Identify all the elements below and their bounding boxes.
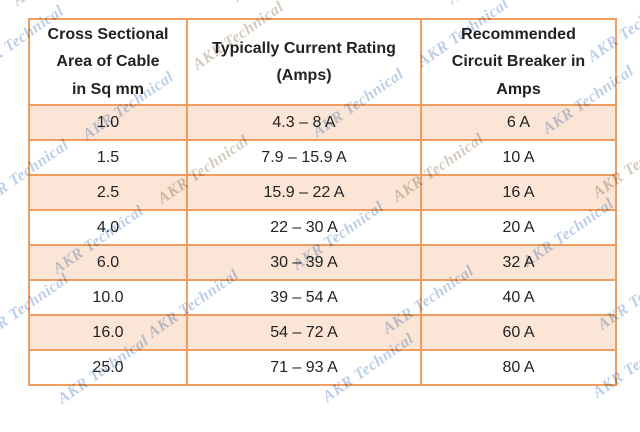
rating-cell: 15.9 – 22 A <box>186 174 422 211</box>
rating-cell: 7.9 – 15.9 A <box>186 139 422 176</box>
rating-cell: 4.3 – 8 A <box>186 104 422 141</box>
breaker-cell: 40 A <box>420 279 617 316</box>
area-cell: 10.0 <box>28 279 188 316</box>
breaker-cell: 32 A <box>420 244 617 281</box>
breaker-cell: 16 A <box>420 174 617 211</box>
breaker-cell: 20 A <box>420 209 617 246</box>
rating-cell: 30 – 39 A <box>186 244 422 281</box>
rating-cell: 71 – 93 A <box>186 349 422 386</box>
breaker-cell: 10 A <box>420 139 617 176</box>
breaker-cell: 60 A <box>420 314 617 351</box>
cable-rating-table: Cross Sectional Area of Cable in Sq mm T… <box>28 18 617 386</box>
area-cell: 4.0 <box>28 209 188 246</box>
rating-cell: 39 – 54 A <box>186 279 422 316</box>
watermark-text: AKR Technical <box>230 0 328 6</box>
watermark-text: AKR Technical <box>445 0 543 8</box>
watermark-text: AKR Technical <box>10 0 108 10</box>
area-cell: 25.0 <box>28 349 188 386</box>
table-row: 16.0 54 – 72 A 60 A <box>28 314 617 351</box>
header-cross-sectional-area: Cross Sectional Area of Cable in Sq mm <box>28 18 188 106</box>
header-current-rating: Typically Current Rating (Amps) <box>186 18 422 106</box>
breaker-cell: 6 A <box>420 104 617 141</box>
table-row: 1.5 7.9 – 15.9 A 10 A <box>28 139 617 176</box>
table-row: 2.5 15.9 – 22 A 16 A <box>28 174 617 211</box>
rating-cell: 22 – 30 A <box>186 209 422 246</box>
table-row: 10.0 39 – 54 A 40 A <box>28 279 617 316</box>
area-cell: 2.5 <box>28 174 188 211</box>
table-header-row: Cross Sectional Area of Cable in Sq mm T… <box>28 18 617 106</box>
area-cell: 6.0 <box>28 244 188 281</box>
area-cell: 1.5 <box>28 139 188 176</box>
rating-cell: 54 – 72 A <box>186 314 422 351</box>
area-cell: 16.0 <box>28 314 188 351</box>
area-cell: 1.0 <box>28 104 188 141</box>
table-row: 6.0 30 – 39 A 32 A <box>28 244 617 281</box>
table-row: 25.0 71 – 93 A 80 A <box>28 349 617 386</box>
table-row: 4.0 22 – 30 A 20 A <box>28 209 617 246</box>
header-circuit-breaker: Recommended Circuit Breaker in Amps <box>420 18 617 106</box>
breaker-cell: 80 A <box>420 349 617 386</box>
watermark-text: AKR Technical <box>590 0 640 2</box>
